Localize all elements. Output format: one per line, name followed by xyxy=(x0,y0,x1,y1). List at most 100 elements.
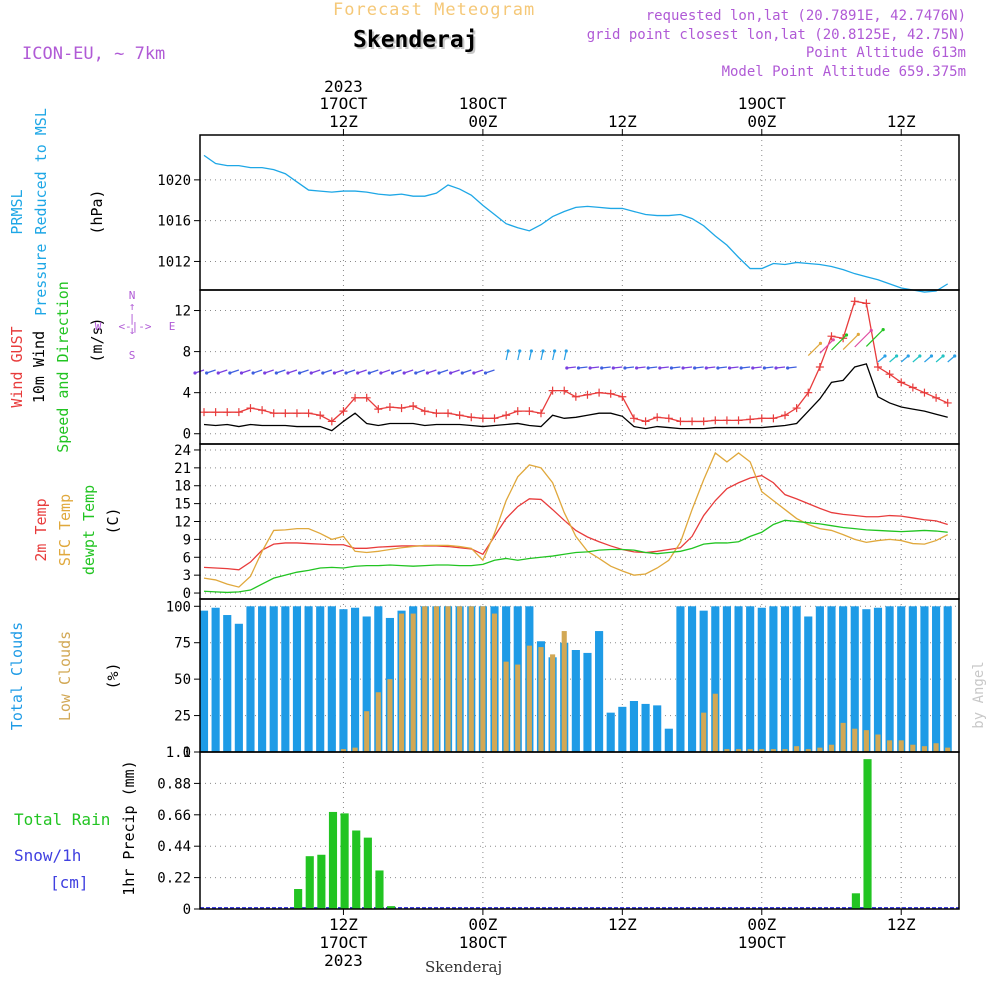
bar-total-clouds xyxy=(571,650,580,752)
bar-total-clouds xyxy=(281,606,290,752)
gust-marker xyxy=(804,388,813,397)
gust-marker xyxy=(618,392,627,401)
series-line-dewpt xyxy=(203,519,948,594)
label-total-clouds: Total Clouds xyxy=(8,622,26,730)
x-tick-label-bottom: 12Z xyxy=(887,915,916,934)
y-tick-label: 8 xyxy=(183,345,191,361)
wind-arrow-head xyxy=(437,371,441,375)
wind-arrow-head xyxy=(460,371,464,375)
y-tick-label: 25 xyxy=(174,709,191,725)
y-tick-label: 15 xyxy=(174,497,191,513)
wind-arrow-head xyxy=(565,366,569,370)
gust-marker xyxy=(269,409,278,418)
gust-marker xyxy=(827,332,836,341)
gust-marker xyxy=(653,413,662,422)
footer-location: Skenderaj xyxy=(425,958,503,976)
wind-arrow-head xyxy=(553,349,557,353)
bar-low-clouds xyxy=(410,613,416,752)
gust-marker xyxy=(374,405,383,414)
wind-arrow-head xyxy=(623,366,627,370)
bar-total-clouds xyxy=(583,652,592,752)
product-title: Forecast Meteogram xyxy=(333,0,536,20)
bar-total-clouds xyxy=(618,706,627,752)
wind-arrow-head xyxy=(918,354,922,358)
series-line-prmsl xyxy=(203,154,949,293)
wind-arrow-head xyxy=(869,328,873,333)
gust-marker xyxy=(629,414,638,423)
gust-marker xyxy=(711,416,720,425)
gust-marker xyxy=(316,411,325,420)
x-tick-label-bottom: 19OCT xyxy=(738,933,787,952)
gust-marker xyxy=(490,414,499,423)
bar-total-rain xyxy=(352,830,361,909)
gust-marker xyxy=(513,407,522,416)
y-tick-label: 0.88 xyxy=(157,776,191,792)
gust-marker xyxy=(339,407,348,416)
wind-arrow-head xyxy=(286,371,290,375)
gust-marker xyxy=(281,409,290,418)
wind-arrow-head xyxy=(658,366,662,370)
bar-total-clouds xyxy=(699,610,708,752)
wind-arrow-head xyxy=(831,338,835,342)
x-tick-label-bottom: 17OCT xyxy=(319,933,368,952)
bar-total-clouds xyxy=(629,701,639,752)
label-wind-gust: Wind GUST xyxy=(8,326,26,407)
wind-arrow-head xyxy=(239,371,244,375)
bar-total-rain xyxy=(387,906,396,909)
gust-marker xyxy=(258,406,267,415)
compass-ns-arrow: | xyxy=(129,312,136,325)
wind-arrow-head xyxy=(425,371,430,375)
wind-arrow-head xyxy=(506,349,510,353)
grid-lonlat: grid point closest lon,lat (20.8125E, 42… xyxy=(586,27,966,43)
gust-marker xyxy=(920,388,929,397)
gust-marker xyxy=(688,417,697,426)
compass-w: W xyxy=(95,320,102,333)
bar-total-clouds xyxy=(897,606,906,752)
y-tick-label: 12 xyxy=(174,515,191,531)
bar-total-clouds xyxy=(839,606,848,752)
bar-total-clouds xyxy=(908,606,917,752)
wind-arrow-head xyxy=(751,366,755,370)
bar-low-clouds xyxy=(561,631,567,752)
bar-low-clouds xyxy=(933,743,939,752)
label-cm: [cm] xyxy=(50,873,89,892)
watermark-text: by Angel xyxy=(971,661,987,728)
gust-marker xyxy=(397,404,406,413)
series-line-2m-temp xyxy=(203,474,948,571)
y-tick-label: 3 xyxy=(183,568,191,584)
compass-we-arrows: <-|-> xyxy=(118,320,151,333)
label-hpa: (hPa) xyxy=(88,189,106,234)
bar-low-clouds xyxy=(398,613,405,752)
y-tick-label: 50 xyxy=(174,672,191,688)
bar-total-rain xyxy=(317,854,326,909)
requested-lonlat: requested lon,lat (20.7891E, 42.7476N) xyxy=(645,8,966,24)
gust-marker xyxy=(897,378,906,387)
bar-low-clouds xyxy=(898,740,904,752)
compass-ns-arrow: ↑ xyxy=(129,300,136,313)
x-tick-label-bottom: 12Z xyxy=(329,915,358,934)
bar-low-clouds xyxy=(550,654,556,752)
gust-marker xyxy=(734,416,743,425)
wind-arrow-head xyxy=(844,333,849,337)
bar-low-clouds xyxy=(945,747,951,752)
y-tick-label: 0 xyxy=(183,427,191,443)
wind-arrow-head xyxy=(332,371,337,375)
bar-low-clouds xyxy=(526,645,532,752)
gust-marker xyxy=(246,404,255,413)
gust-marker xyxy=(932,393,941,402)
x-tick-label-top: 19OCT xyxy=(738,94,787,113)
wind-arrow-head xyxy=(297,371,302,375)
wind-arrow-head xyxy=(251,371,255,375)
panel-frame xyxy=(199,134,960,291)
gust-marker xyxy=(234,408,243,417)
bar-total-clouds xyxy=(711,606,720,752)
bar-total-clouds xyxy=(292,606,302,752)
wind-arrow-head xyxy=(356,371,360,375)
gust-marker xyxy=(583,390,592,399)
y-tick-label: 1020 xyxy=(157,173,191,189)
bar-low-clouds xyxy=(712,693,718,752)
wind-arrow-head xyxy=(762,366,766,370)
series-line-sfc-temp xyxy=(203,451,949,588)
y-tick-label: 0 xyxy=(183,902,191,918)
bar-total-clouds xyxy=(350,607,360,752)
